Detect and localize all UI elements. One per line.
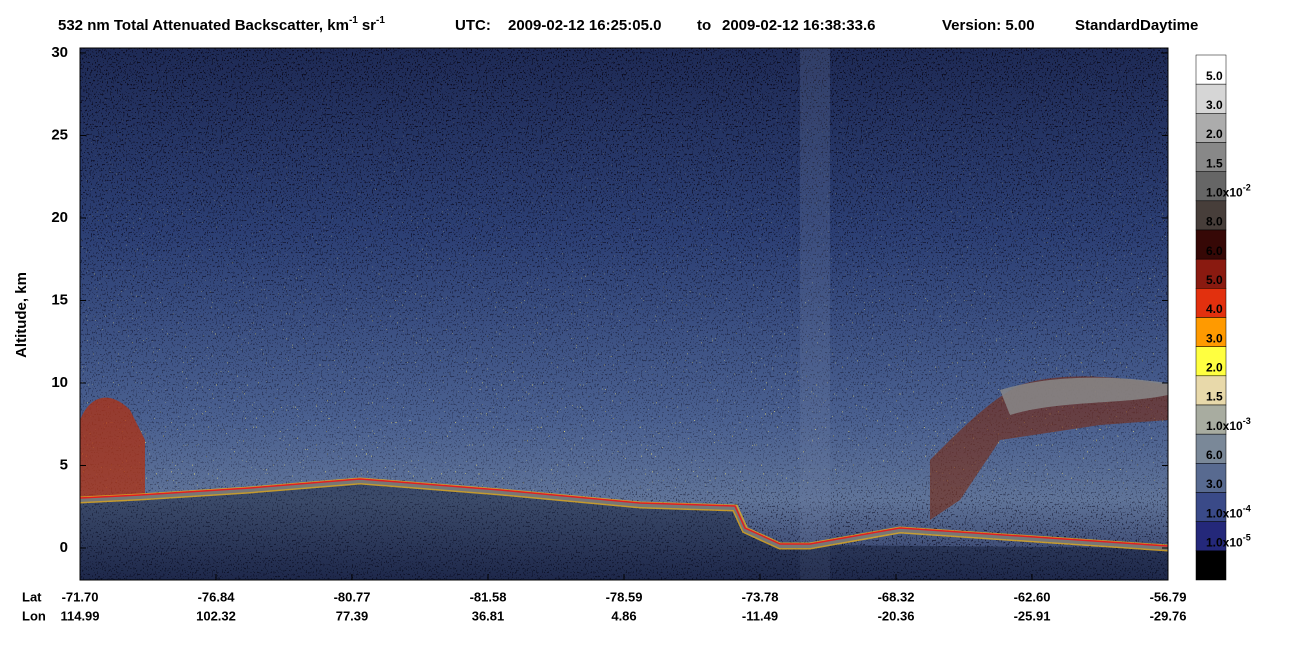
x-tick-label: -20.36 (878, 608, 915, 623)
colorbar-swatch (1195, 550, 1227, 581)
colorbar-label: 1.0x10-4 (1206, 504, 1251, 521)
colorbar-swatch (1195, 288, 1227, 318)
colorbar-label-text: 3.0 (1206, 477, 1223, 491)
x-tick-label: -78.59 (606, 589, 643, 604)
colorbar-swatch (1195, 229, 1227, 260)
x-tick-label: -62.60 (1014, 589, 1051, 604)
colorbar-label-exp: -3 (1243, 416, 1251, 426)
x-tick-label: -71.70 (62, 589, 99, 604)
colorbar-label-text: 1.5 (1206, 157, 1223, 171)
colorbar-swatch (1195, 83, 1227, 114)
colorbar-label-text: 1.0x10 (1206, 536, 1243, 550)
x-tick-label: 36.81 (472, 608, 505, 623)
x-row-name: Lat (22, 589, 42, 604)
colorbar-swatch (1195, 346, 1227, 377)
x-tick-label: -25.91 (1014, 608, 1051, 623)
colorbar-label-text: 8.0 (1206, 215, 1223, 229)
colorbar-label: 3.0 (1206, 477, 1223, 491)
y-tick-label: 5 (60, 456, 68, 473)
colorbar-swatch (1195, 171, 1227, 202)
x-tick-label: -73.78 (742, 589, 779, 604)
colorbar-swatch (1195, 433, 1227, 464)
colorbar-label-text: 1.0x10 (1206, 419, 1243, 433)
colorbar-swatch (1195, 404, 1227, 435)
colorbar-swatch (1195, 113, 1227, 143)
y-tick-label: 20 (51, 209, 68, 226)
colorbar-label-exp: -4 (1243, 504, 1251, 514)
title-daytime: Daytime (1140, 17, 1198, 34)
colorbar-swatch (1195, 492, 1227, 522)
x-tick-label: -81.58 (470, 589, 507, 604)
y-tick-label: 15 (51, 291, 68, 308)
backscatter-image (80, 48, 1168, 580)
x-tick-label: -29.76 (1150, 608, 1187, 623)
y-tick-label: 10 (51, 374, 68, 391)
colorbar-label-exp: -2 (1243, 183, 1251, 193)
colorbar-label: 6.0 (1206, 448, 1223, 462)
colorbar-label: 2.0 (1206, 127, 1223, 141)
x-tick-label: 4.86 (611, 608, 636, 623)
colorbar-label-text: 3.0 (1206, 98, 1223, 112)
title-to: to (697, 17, 711, 34)
x-row-name: Lon (22, 608, 46, 623)
colorbar-label: 1.0x10-3 (1206, 416, 1251, 433)
x-tick-label: -11.49 (742, 608, 778, 623)
colorbar-label-text: 3.0 (1206, 332, 1223, 346)
y-tick-label: 0 (60, 539, 68, 556)
colorbar-swatch (1195, 258, 1227, 289)
colorbar-label: 2.0 (1206, 361, 1223, 375)
title-start: 2009-02-12 16:25:05.0 (508, 17, 661, 34)
title: 532 nm Total Attenuated Backscatter, km-… (58, 15, 1198, 34)
x-tick-label: -80.77 (334, 589, 371, 604)
y-axis-label: Altitude, km (13, 272, 30, 358)
x-tick-label: 102.32 (196, 608, 236, 623)
colorbar-label: 5.0 (1206, 273, 1223, 287)
colorbar-label-text: 6.0 (1206, 448, 1223, 462)
colorbar-label-text: 2.0 (1206, 361, 1223, 375)
colorbar-label-text: 6.0 (1206, 244, 1223, 258)
colorbar-label-text: 1.0x10 (1206, 507, 1243, 521)
colorbar-label: 1.0x10-2 (1206, 183, 1251, 200)
colorbar-label-text: 2.0 (1206, 127, 1223, 141)
colorbar-label-exp: -5 (1243, 533, 1251, 543)
colorbar-label: 4.0 (1206, 302, 1223, 316)
x-tick-label: 77.39 (336, 608, 369, 623)
title-end: 2009-02-12 16:38:33.6 (722, 17, 875, 34)
colorbar-label-text: 4.0 (1206, 302, 1223, 316)
title-utc: UTC: (455, 17, 491, 34)
colorbar-label: 1.0x10-5 (1206, 533, 1251, 550)
x-tick-label: -76.84 (198, 589, 236, 604)
colorbar-swatch (1195, 521, 1227, 552)
colorbar-label: 1.5 (1206, 157, 1223, 171)
x-tick-label: -56.79 (1150, 589, 1187, 604)
colorbar-label-text: 5.0 (1206, 69, 1223, 83)
x-tick-label: -68.32 (878, 589, 915, 604)
colorbar-label: 3.0 (1206, 98, 1223, 112)
colorbar-label-text: 1.0x10 (1206, 186, 1243, 200)
title-version: Version: 5.00 (942, 17, 1035, 34)
title-main: 532 nm Total Attenuated Backscatter, km-… (58, 15, 385, 34)
title-product: Standard (1075, 17, 1140, 34)
colorbar-label-text: 5.0 (1206, 273, 1223, 287)
colorbar-swatch (1195, 375, 1227, 406)
y-tick-label: 30 (51, 44, 68, 61)
colorbar-label: 5.0 (1206, 69, 1223, 83)
colorbar-swatch (1195, 463, 1227, 493)
x-tick-label: 114.99 (60, 608, 99, 623)
colorbar-label: 8.0 (1206, 215, 1223, 229)
colorbar-label: 1.5 (1206, 390, 1223, 404)
colorbar-label: 6.0 (1206, 244, 1223, 258)
colorbar-swatch (1195, 54, 1227, 85)
colorbar-label: 3.0 (1206, 332, 1223, 346)
colorbar-swatch (1195, 317, 1227, 347)
colorbar-label-text: 1.5 (1206, 390, 1223, 404)
colorbar-swatch (1195, 200, 1227, 231)
y-tick-label: 25 (51, 126, 68, 143)
